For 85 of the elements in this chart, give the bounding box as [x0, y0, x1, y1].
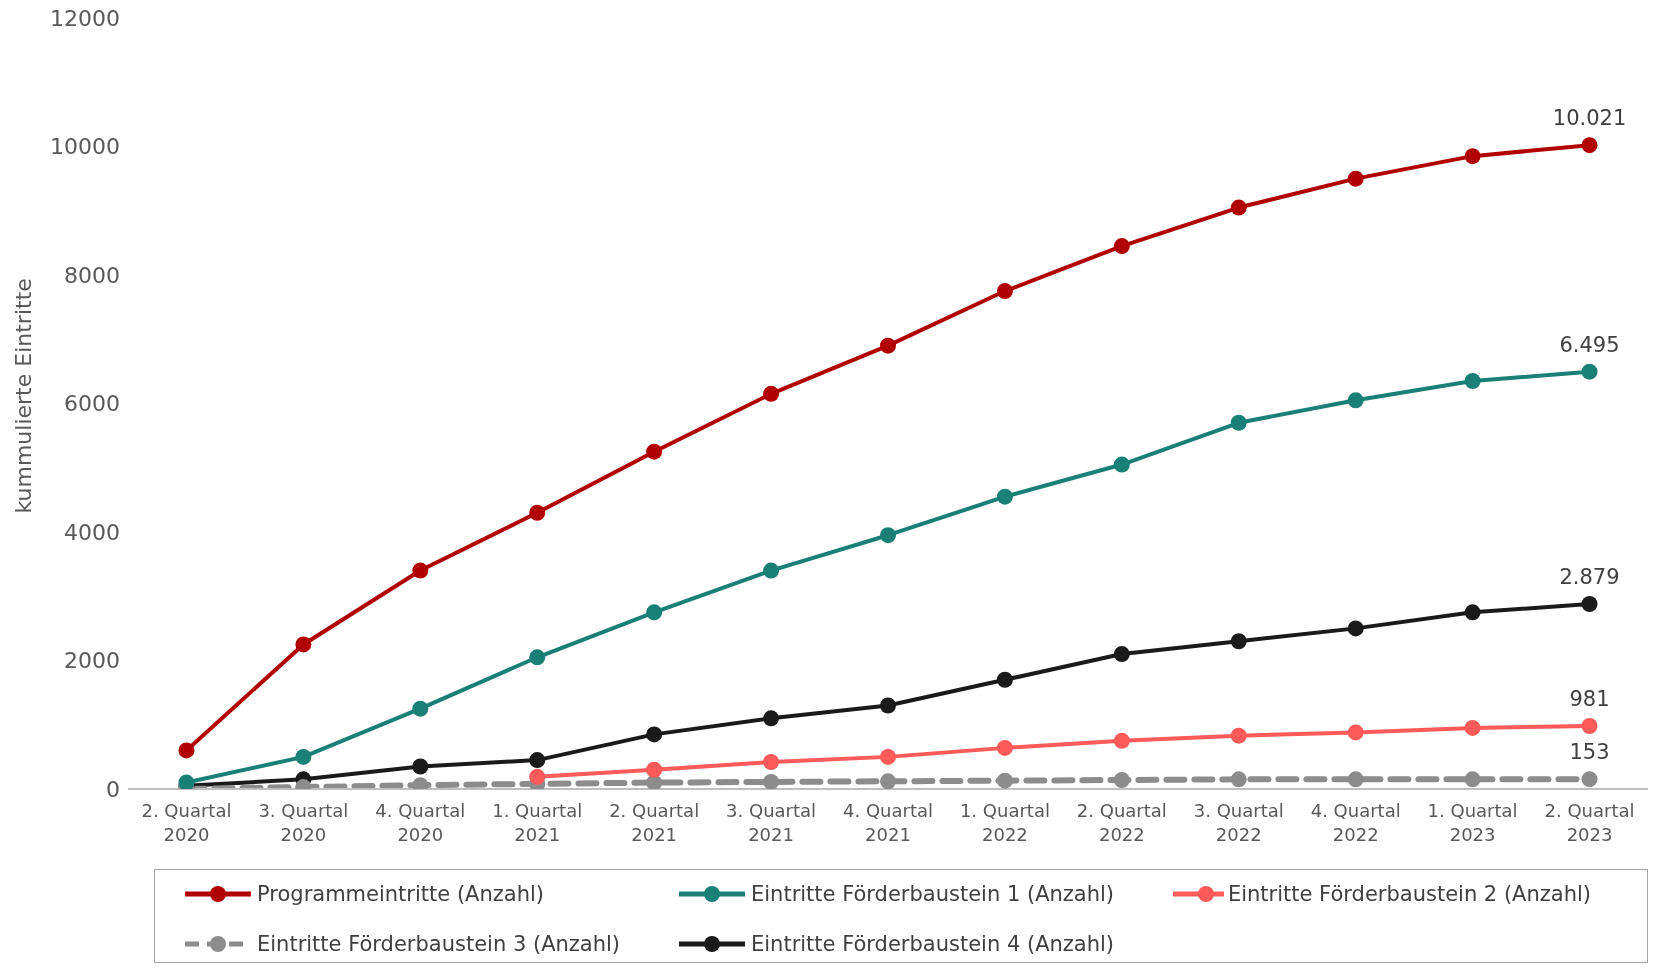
x-tick-label: 1. Quartal 2022 — [959, 800, 1050, 845]
point — [646, 761, 663, 778]
point — [1464, 771, 1481, 788]
point — [880, 773, 896, 789]
legend-label: Eintritte Förderbaustein 2 (Anzahl) — [1227, 882, 1591, 906]
point — [1230, 414, 1247, 431]
point — [1581, 717, 1598, 734]
x-tick-label: 3. Quartal 2020 — [258, 800, 349, 845]
data-label: 6.495 — [1559, 332, 1620, 357]
point — [763, 710, 780, 727]
point — [1113, 732, 1130, 749]
point — [1347, 620, 1364, 637]
point — [996, 739, 1013, 756]
y-axis-title: kummulierte Eintritte — [10, 278, 36, 514]
point — [1581, 771, 1598, 788]
y-tick-label: 10000 — [50, 134, 120, 160]
x-tick-label: 2. Quartal 2022 — [1076, 800, 1167, 845]
point — [763, 754, 780, 771]
point — [880, 697, 896, 714]
point — [412, 700, 429, 717]
point — [1230, 727, 1247, 744]
data-label: 2.879 — [1559, 565, 1620, 590]
point — [1230, 199, 1247, 216]
point — [1464, 373, 1481, 390]
data-label: 153 — [1569, 740, 1610, 765]
point — [1464, 719, 1481, 736]
point — [880, 748, 896, 765]
x-tick-label: 3. Quartal 2022 — [1193, 800, 1284, 845]
x-tick-label: 1. Quartal 2023 — [1427, 800, 1518, 845]
point — [646, 443, 663, 460]
point — [1113, 772, 1130, 789]
point — [1581, 137, 1598, 154]
point — [763, 562, 780, 579]
x-tick-label: 2. Quartal 2020 — [141, 800, 232, 845]
point — [1347, 170, 1364, 187]
y-tick-label: 8000 — [64, 262, 120, 288]
x-tick-label: 4. Quartal 2021 — [843, 800, 933, 845]
y-tick-label: 0 — [106, 776, 120, 802]
point — [412, 562, 429, 579]
point — [1464, 604, 1481, 621]
point — [1113, 646, 1130, 663]
legend-label: Programmeintritte (Anzahl) — [257, 882, 544, 906]
x-tick-label: 4. Quartal 2022 — [1310, 800, 1401, 845]
x-tick-label: 2. Quartal 2023 — [1544, 800, 1635, 845]
x-tick-label: 1. Quartal 2021 — [492, 800, 583, 845]
point — [529, 504, 546, 521]
point — [996, 283, 1013, 300]
data-label: 10.021 — [1552, 106, 1627, 131]
point — [646, 604, 663, 621]
point — [1230, 771, 1247, 788]
point — [1230, 633, 1247, 650]
point — [295, 636, 312, 653]
point — [880, 527, 896, 544]
point — [763, 385, 780, 402]
legend-label: Eintritte Förderbaustein 3 (Anzahl) — [257, 932, 621, 956]
point — [529, 768, 546, 785]
point — [646, 726, 663, 743]
legend-label: Eintritte Förderbaustein 1 (Anzahl) — [751, 882, 1115, 906]
point — [1113, 238, 1130, 255]
point — [996, 772, 1013, 789]
point — [763, 773, 780, 789]
x-tick-label: 4. Quartal 2020 — [375, 800, 466, 845]
point — [996, 671, 1013, 688]
point — [1347, 771, 1364, 788]
point — [412, 758, 429, 775]
point — [295, 748, 312, 765]
y-tick-label: 6000 — [64, 391, 120, 417]
point — [1347, 724, 1364, 741]
point — [1581, 363, 1598, 380]
point — [880, 337, 896, 354]
y-tick-label: 12000 — [50, 5, 120, 31]
point — [529, 752, 546, 769]
point — [1113, 456, 1130, 473]
point — [178, 742, 195, 759]
point — [1464, 148, 1481, 165]
x-tick-label: 3. Quartal 2021 — [726, 800, 817, 845]
data-label: 981 — [1569, 686, 1610, 711]
y-tick-label: 4000 — [64, 519, 120, 545]
point — [1347, 392, 1364, 409]
legend-label: Eintritte Förderbaustein 4 (Anzahl) — [751, 932, 1115, 956]
x-tick-label: 2. Quartal 2021 — [609, 800, 700, 845]
y-tick-label: 2000 — [64, 648, 120, 674]
point — [996, 488, 1013, 505]
point — [529, 649, 546, 666]
point — [1581, 596, 1598, 613]
